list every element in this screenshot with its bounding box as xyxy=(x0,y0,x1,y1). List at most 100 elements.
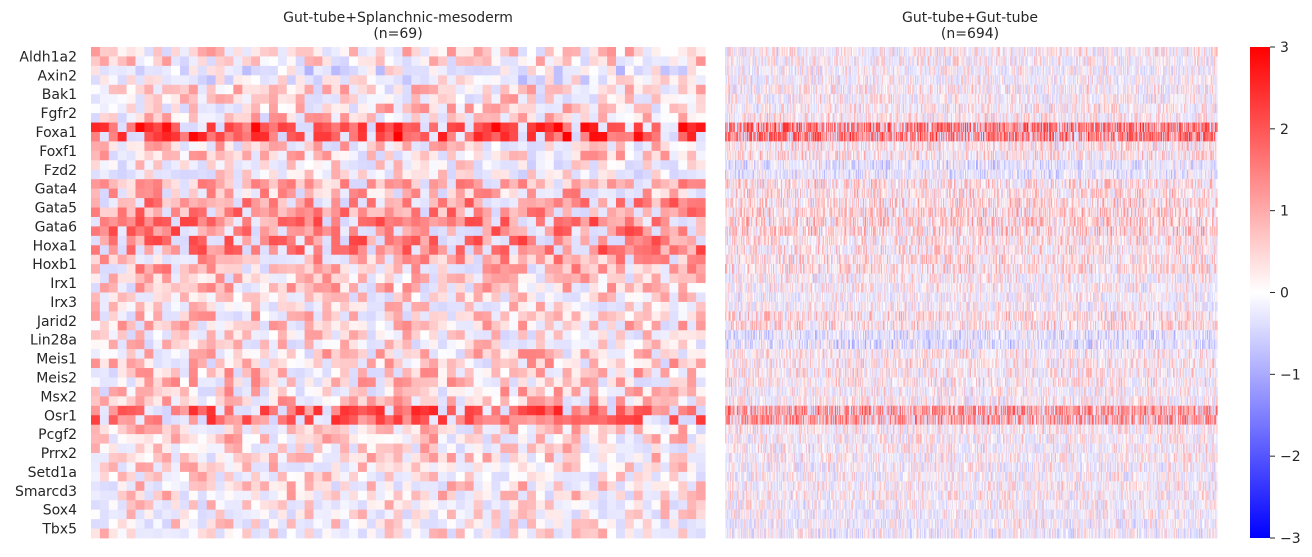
heatmap-cell xyxy=(1140,56,1142,67)
heatmap-cell xyxy=(491,56,501,67)
heatmap-cell xyxy=(420,500,430,511)
heatmap-cell xyxy=(357,122,368,133)
heatmap-cell xyxy=(910,56,912,67)
heatmap-cell xyxy=(384,273,395,284)
heatmap-cell xyxy=(260,490,270,501)
heatmap-cell xyxy=(607,169,617,180)
heatmap-cell xyxy=(349,235,359,246)
heatmap-cell xyxy=(482,150,493,161)
heatmap-cell xyxy=(402,339,412,350)
heatmap-cell xyxy=(340,273,350,284)
heatmap-cell xyxy=(527,94,537,105)
heatmap-cell xyxy=(464,283,475,293)
heatmap-cell xyxy=(260,368,270,378)
heatmap-cell xyxy=(402,349,412,359)
heatmap-cell xyxy=(553,94,564,105)
heatmap-cell xyxy=(696,198,706,208)
heatmap-cell xyxy=(1153,56,1155,67)
heatmap-cell xyxy=(135,301,145,312)
heatmap-cell xyxy=(482,500,493,511)
heatmap-cell xyxy=(171,235,181,246)
heatmap-cell xyxy=(687,150,697,161)
heatmap-cell xyxy=(1037,47,1039,57)
heatmap-cell xyxy=(366,75,377,86)
heatmap-cell xyxy=(117,453,128,463)
heatmap-cell xyxy=(857,47,859,57)
heatmap-cell xyxy=(179,481,190,492)
heatmap-cell xyxy=(322,131,332,142)
heatmap-cell xyxy=(455,405,466,416)
heatmap-cell xyxy=(179,198,190,208)
heatmap-cell xyxy=(215,94,226,105)
heatmap-cell xyxy=(384,150,395,161)
heatmap-cell xyxy=(687,169,697,180)
heatmap-cell xyxy=(598,453,608,463)
heatmap-cell xyxy=(215,519,226,529)
heatmap-cell xyxy=(571,443,582,454)
heatmap-cell xyxy=(544,47,555,57)
heatmap-cell xyxy=(875,56,877,67)
heatmap-cell xyxy=(1192,47,1195,57)
heatmap-cell xyxy=(985,47,988,57)
heatmap-cell xyxy=(144,386,154,397)
heatmap-cell xyxy=(509,226,519,237)
heatmap-cell xyxy=(1171,56,1173,67)
heatmap-cell xyxy=(206,122,217,133)
heatmap-cell xyxy=(687,198,697,208)
heatmap-cell xyxy=(509,131,519,142)
heatmap-cell xyxy=(242,273,252,284)
heatmap-cell xyxy=(553,453,564,463)
heatmap-cell xyxy=(162,377,172,388)
heatmap-cell xyxy=(1095,56,1098,67)
heatmap-cell xyxy=(1180,47,1182,57)
heatmap-cell xyxy=(571,519,582,529)
heatmap-cell xyxy=(1204,47,1207,57)
heatmap-cell xyxy=(117,368,128,378)
heatmap-cell xyxy=(1061,47,1063,57)
heatmap-cell xyxy=(357,160,368,171)
heatmap-cell xyxy=(153,519,163,529)
heatmap-cell xyxy=(144,358,154,369)
heatmap-cell xyxy=(1106,47,1108,57)
heatmap-cell xyxy=(885,47,888,57)
heatmap-cell xyxy=(357,443,368,454)
heatmap-cell xyxy=(1008,47,1010,57)
heatmap-cell xyxy=(251,528,261,539)
heatmap-cell xyxy=(1063,47,1066,57)
heatmap-cell xyxy=(660,292,671,303)
heatmap-cell xyxy=(224,528,234,539)
heatmap-cell xyxy=(616,122,626,133)
heatmap-cell xyxy=(171,424,181,435)
heatmap-cell xyxy=(955,47,957,57)
heatmap-cell xyxy=(992,47,995,57)
heatmap-cell xyxy=(99,292,110,303)
heatmap-cell xyxy=(411,396,421,407)
heatmap-cell xyxy=(473,198,484,208)
heatmap-cell xyxy=(393,481,404,492)
heatmap-cell xyxy=(366,169,377,180)
heatmap-cell xyxy=(966,47,968,57)
heatmap-cell xyxy=(518,65,528,76)
heatmap-cell xyxy=(1147,56,1149,67)
heatmap-cell xyxy=(509,188,519,199)
heatmap-cell xyxy=(1187,47,1189,57)
heatmap-cell xyxy=(411,216,421,227)
heatmap-cell xyxy=(1041,56,1044,67)
heatmap-cell xyxy=(117,273,128,284)
heatmap-cell xyxy=(340,292,350,303)
heatmap-cell xyxy=(491,453,501,463)
heatmap-cell xyxy=(171,500,181,511)
heatmap-cell xyxy=(91,320,101,331)
heatmap-cell xyxy=(992,47,994,57)
heatmap-cell xyxy=(990,47,993,57)
heatmap-cell xyxy=(357,377,368,388)
heatmap-cell xyxy=(286,188,297,199)
heatmap-cell xyxy=(731,56,733,67)
heatmap-cell xyxy=(843,56,845,67)
heatmap-cell xyxy=(1213,47,1215,57)
heatmap-cell xyxy=(851,47,854,57)
heatmap-cell xyxy=(789,56,791,67)
heatmap-cell xyxy=(669,339,679,350)
heatmap-cell xyxy=(340,131,350,142)
heatmap-cell xyxy=(108,254,119,265)
